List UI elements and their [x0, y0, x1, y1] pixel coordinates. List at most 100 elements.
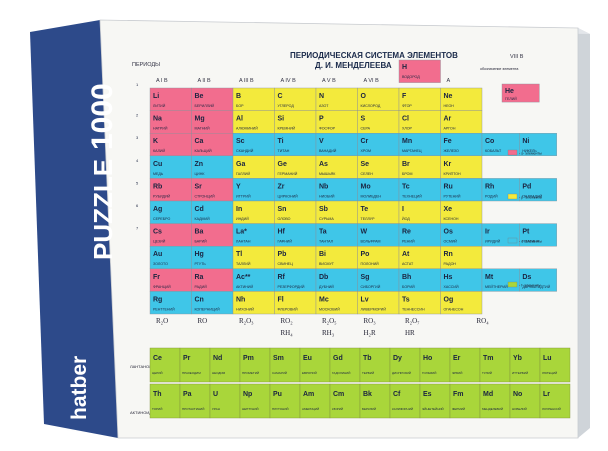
element-name: ЛЮТЕЦИЙ [542, 371, 557, 375]
element-symbol: Pu [273, 391, 282, 398]
element-symbol: Zr [278, 183, 285, 190]
element-symbol: Br [402, 161, 410, 168]
element-symbol: B [236, 93, 241, 100]
element-cell [519, 268, 557, 292]
element-symbol: I [402, 206, 404, 213]
element-name: ПЛУТОНИЙ [272, 407, 289, 411]
table-subtitle: Д. И. МЕНДЕЛЕЕВА [315, 61, 392, 70]
element-name: КСЕНОН [444, 217, 459, 221]
legend-swatch [507, 149, 518, 156]
element-cell [479, 383, 511, 419]
element-name: ХРОМ [361, 149, 372, 153]
group-header: A VI B [364, 78, 380, 84]
element-symbol: Pt [522, 229, 530, 236]
element-symbol: Sn [278, 206, 287, 213]
element-symbol: Ba [195, 229, 204, 236]
element-name: ЦИРКОНИЙ [278, 194, 299, 198]
element-symbol: Os [444, 229, 453, 236]
element-symbol: Ni [522, 138, 529, 145]
element-name: ГЕРМАНИЙ [278, 172, 298, 176]
element-name: ТУЛИЙ [482, 371, 492, 375]
element-name: ИРИДИЙ [485, 240, 501, 244]
element-cell [519, 132, 557, 156]
element-symbol: As [319, 161, 328, 168]
element-symbol: Er [453, 355, 461, 362]
element-name: НЕПТУНИЙ [242, 407, 259, 411]
hydride-formula: HR [405, 329, 415, 337]
element-name: ЭРБИЙ [452, 371, 462, 375]
oxide-formula: R₂O₃ [239, 317, 254, 325]
group-header: A II B [198, 78, 211, 84]
element-symbol: Co [485, 138, 494, 145]
element-symbol: Bh [402, 274, 411, 281]
legend-swatch [507, 237, 518, 244]
element-cell [539, 383, 571, 419]
element-symbol: Re [402, 229, 411, 236]
element-symbol: Na [153, 116, 162, 123]
element-name: ФРАНЦИЙ [153, 285, 171, 289]
element-name: РЕЗЕРФОРДИЙ [278, 285, 305, 289]
element-symbol: Lu [543, 355, 552, 362]
element-cell [501, 83, 540, 103]
element-symbol: Se [361, 161, 370, 168]
element-cell [179, 383, 211, 419]
element-symbol: Sb [319, 206, 328, 213]
piece-count-text: 1000 [86, 83, 119, 150]
element-name: ТАНТАЛ [319, 240, 334, 244]
element-name: БОР [236, 104, 244, 108]
element-name: ТЕРБИЙ [362, 371, 374, 375]
element-symbol: Lv [361, 296, 369, 303]
element-name: ЙОД [402, 217, 410, 221]
element-name: БАРИЙ [195, 240, 208, 244]
element-symbol: Rn [444, 251, 453, 258]
element-name: ГЕЛИЙ [505, 97, 517, 101]
element-name: КИСЛОРОД [361, 104, 381, 108]
element-cell [509, 383, 541, 419]
element-cell [419, 383, 451, 419]
element-symbol: Ta [319, 229, 327, 236]
hydride-formula: H₂R [364, 329, 376, 337]
oxide-formula: RO₃ [364, 317, 377, 325]
element-symbol: Po [361, 251, 370, 258]
element-name: ЦЕРИЙ [152, 371, 163, 375]
legend-label: - f- элементы [519, 284, 541, 288]
element-symbol: Te [361, 206, 369, 213]
element-name: ПАЛЛАДИЙ [522, 194, 542, 198]
element-symbol: Gd [333, 355, 343, 362]
element-name: НИКЕЛЬ [522, 149, 537, 153]
element-name: ПРОТАКТИНИЙ [182, 407, 204, 411]
element-cell [149, 347, 181, 383]
element-name: ЛОУРЕНСИЙ [542, 407, 561, 411]
lanthanides-label: ЛАНТАНОИДЫ [130, 364, 159, 369]
element-symbol: Ne [444, 93, 453, 100]
element-symbol: Li [153, 93, 159, 100]
element-symbol: Kr [444, 161, 452, 168]
element-symbol: Si [278, 116, 285, 123]
element-name: БОРИЙ [402, 285, 415, 289]
element-cell [179, 347, 211, 383]
element-name: ФТОР [402, 104, 412, 108]
element-name: ЛИТИЙ [153, 104, 166, 108]
element-symbol: Rb [153, 183, 162, 190]
oxide-formula: R₂O₇ [405, 317, 420, 325]
legend-label: - d- элементы [519, 240, 542, 244]
element-name: ОСМИЙ [444, 240, 458, 244]
spine-product: PUZZLE [88, 159, 118, 260]
hydride-formula: RH₄ [281, 329, 294, 337]
element-name: ЗОЛОТО [153, 262, 168, 266]
element-symbol: Mg [195, 116, 205, 123]
element-name: СЕРА [361, 127, 371, 131]
spine-count: 1000 [86, 83, 119, 150]
element-name: ДУБНИЙ [319, 285, 334, 289]
element-name: ПРАЗЕОДИМ [182, 371, 201, 375]
period-number: 4 [136, 158, 139, 163]
element-name: ЦЕЗИЙ [153, 240, 166, 244]
element-name: ПОЛОНИЙ [361, 262, 380, 266]
element-symbol: Nb [319, 183, 328, 190]
element-name: УГЛЕРОД [278, 104, 295, 108]
element-cell [299, 383, 331, 419]
element-symbol: V [319, 138, 324, 145]
element-symbol: Yb [513, 355, 522, 362]
element-name: ИТТРИЙ [236, 194, 251, 198]
element-name: ВИСМУТ [319, 262, 335, 266]
